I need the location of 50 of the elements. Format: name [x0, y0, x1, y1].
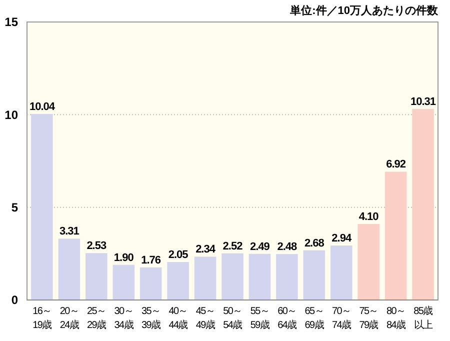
bar: [222, 253, 244, 300]
x-tick-label: 45～49歳: [196, 306, 216, 331]
data-label: 6.92: [386, 158, 406, 171]
data-label: 2.94: [332, 232, 352, 245]
data-label: 10.04: [29, 100, 56, 113]
data-label: 2.68: [304, 237, 324, 250]
data-label: 2.49: [250, 240, 270, 253]
y-tick-label: 0: [11, 293, 18, 308]
y-tick-label: 10: [4, 108, 18, 122]
x-tick-label: 85歳以上: [414, 305, 434, 331]
bar: [358, 224, 380, 300]
bar: [140, 267, 162, 300]
x-tick-label: 60～64歳: [278, 306, 298, 331]
x-tick-label: 80～84歳: [386, 306, 406, 331]
data-label: 1.90: [114, 252, 134, 264]
x-tick-label: 70～74歳: [332, 306, 352, 331]
data-label: 2.05: [168, 249, 188, 262]
x-tick-label: 50～54歳: [223, 306, 243, 331]
data-label: 2.48: [277, 241, 298, 254]
bar: [248, 254, 271, 300]
bar: [86, 253, 108, 300]
x-tick-label: 40～44歳: [168, 306, 188, 331]
bar: [112, 264, 135, 300]
bar: [167, 262, 189, 300]
bar: [412, 108, 434, 300]
x-tick-label: 55～59歳: [250, 306, 270, 331]
x-tick-label: 20～24歳: [60, 306, 80, 331]
x-tick-label: 65～69歳: [304, 306, 324, 331]
bar: [303, 250, 326, 300]
data-label: 10.31: [410, 96, 436, 108]
bar: [330, 246, 352, 300]
bar: [58, 238, 80, 300]
bar: [194, 256, 216, 300]
bar: [384, 172, 407, 300]
data-label: 2.52: [222, 240, 243, 252]
data-label: 2.34: [196, 244, 216, 256]
data-label: 3.31: [59, 226, 80, 238]
y-tick-label: 15: [4, 15, 18, 30]
data-label: 2.53: [86, 240, 106, 252]
chart-subtitle: 単位:件／10万人あたりの件数: [289, 4, 439, 17]
x-tick-label: 75～79歳: [359, 306, 379, 331]
bar: [276, 254, 298, 300]
x-tick-label: 35～39歳: [141, 306, 161, 331]
x-tick-label: 16～19歳: [32, 306, 52, 331]
bar: [31, 114, 53, 300]
x-tick-label: 30～34歳: [114, 306, 134, 331]
data-label: 4.10: [358, 211, 379, 224]
x-tick-label: 25～29歳: [87, 306, 107, 331]
data-label: 1.76: [141, 254, 161, 266]
y-tick-label: 5: [11, 200, 18, 215]
